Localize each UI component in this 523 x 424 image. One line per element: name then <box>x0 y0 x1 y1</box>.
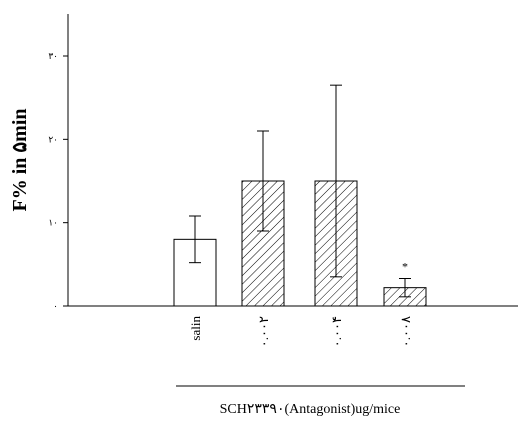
y-tick-label: ۳۰ <box>48 51 58 61</box>
significance-marker: * <box>402 260 408 274</box>
x-category-labels: salin ۰.۰۰۲ ۰.۰۰۴ ۰.۰۰۸ <box>188 316 413 348</box>
y-ticks: ۰ ۱۰ ۲۰ ۳۰ <box>48 51 68 311</box>
y-tick-label: ۰ <box>53 301 58 311</box>
x-category-label: ۰.۰۰۸ <box>398 316 413 347</box>
x-category-label: ۰.۰۰۲ <box>256 316 271 347</box>
x-category-label: salin <box>188 316 203 341</box>
x-category-label: ۰.۰۰۴ <box>329 316 344 347</box>
x-axis-label: SCH۲۳۳۹۰(Antagonist)ug/mice <box>220 402 401 417</box>
y-axis-label: F% in ۵min <box>9 109 31 212</box>
y-tick-label: ۲۰ <box>48 134 58 144</box>
bars-group: * <box>173 84 427 307</box>
y-tick-label: ۱۰ <box>48 218 58 228</box>
